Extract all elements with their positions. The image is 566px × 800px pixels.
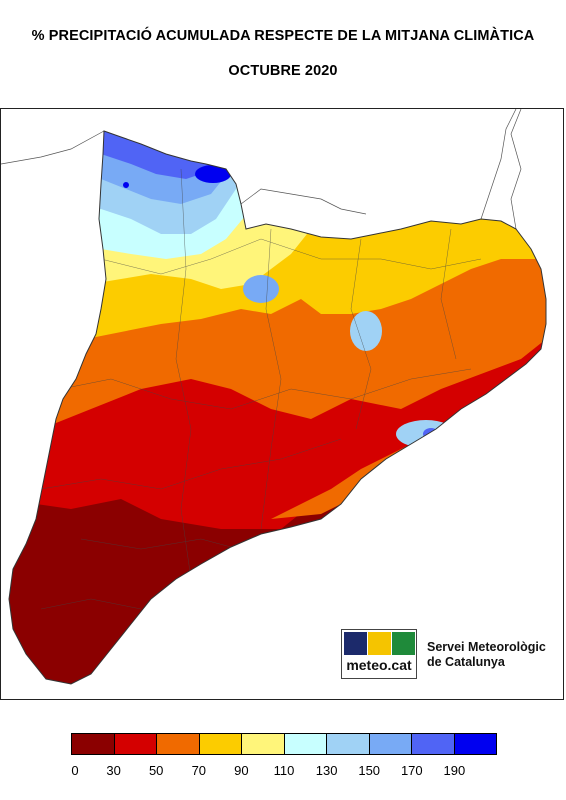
legend-tick-label: 170: [400, 763, 423, 778]
legend-tick-label: 70: [191, 763, 207, 778]
legend-tick-label: 190: [443, 763, 466, 778]
zone-wet-spot: [350, 311, 382, 351]
zone-170-190: [9, 131, 241, 179]
zone-coast-orange: [271, 439, 421, 519]
zone-wet-spot: [423, 428, 439, 440]
waves-icon: [344, 632, 367, 655]
zone-190-plus: [123, 182, 129, 188]
legend-tick-label: 150: [358, 763, 381, 778]
legend-swatch: [199, 734, 242, 754]
border-line: [240, 188, 367, 215]
map-subtitle: OCTUBRE 2020: [228, 63, 338, 79]
legend-tick-label: 90: [234, 763, 249, 778]
legend-tick-label: 0: [71, 763, 79, 778]
logo-box: meteo.cat: [341, 629, 417, 679]
map-frame: [0, 108, 564, 700]
legend-swatch: [242, 734, 285, 754]
map-title: % PRECIPITACIÓ ACUMULADA RESPECTE DE LA …: [31, 28, 535, 44]
legend-tick-label: 50: [148, 763, 164, 778]
organization-line-1: Servei Meteorològic: [427, 640, 546, 654]
organization-name: Servei Meteorològic de Catalunya: [427, 640, 546, 670]
color-legend: [71, 733, 497, 755]
zone-wet-spot: [243, 275, 279, 303]
legend-swatch: [369, 734, 412, 754]
meteocat-logo: meteo.cat Servei Meteorològic de Catalun…: [341, 629, 566, 681]
legend-swatch: [157, 734, 200, 754]
border-line: [1, 130, 105, 165]
legend-swatch: [72, 734, 115, 754]
legend-tick-label: 30: [106, 763, 121, 778]
legend-swatch: [284, 734, 327, 754]
cloud-icon: [392, 632, 415, 655]
legend-tick-label: 110: [273, 763, 295, 778]
legend-swatch: [327, 734, 370, 754]
organization-line-2: de Catalunya: [427, 655, 505, 669]
border-line: [480, 109, 517, 220]
zone-190-plus: [195, 165, 231, 183]
precipitation-map: [1, 109, 547, 685]
legend-swatch: [454, 734, 496, 754]
comarca-boundaries: [40, 168, 482, 610]
logo-wordmark: meteo.cat: [346, 657, 412, 673]
legend-tick-label: 130: [315, 763, 338, 778]
legend-swatch: [114, 734, 157, 754]
legend-swatch: [412, 734, 455, 754]
border-line: [510, 109, 522, 230]
sun-icon: [368, 632, 391, 655]
